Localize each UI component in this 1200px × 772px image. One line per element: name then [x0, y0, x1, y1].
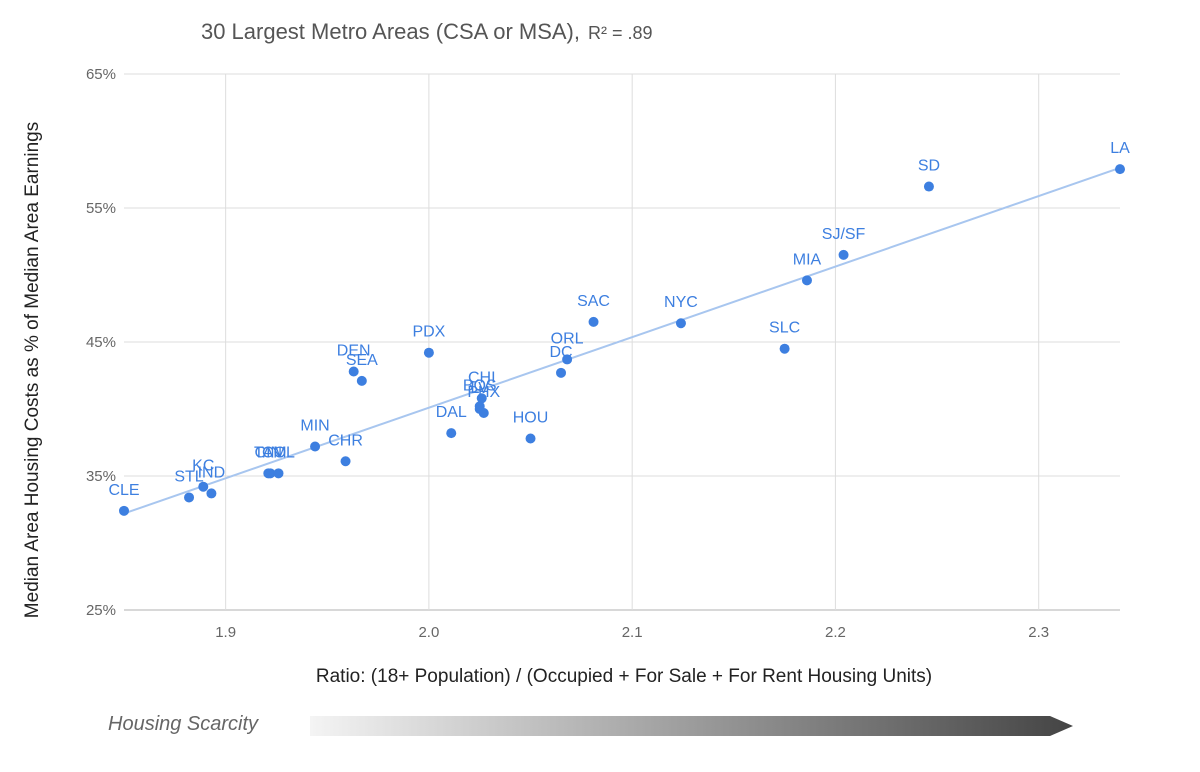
- point-label-chr: CHR: [328, 432, 363, 449]
- point-label-orl: ORL: [551, 330, 584, 347]
- x-tick-label: 2.3: [1028, 624, 1049, 641]
- point-label-hou: HOU: [513, 409, 549, 426]
- x-tick-label: 1.9: [215, 624, 236, 641]
- chart-title-stat: R² = .89: [588, 23, 653, 43]
- point-label-dal: DAL: [436, 404, 467, 421]
- point-label-phx: PHX: [467, 384, 500, 401]
- point-dc: [556, 367, 567, 378]
- y-tick-label: 65%: [86, 66, 116, 83]
- point-den: [348, 366, 359, 377]
- point-nyc: [675, 318, 686, 329]
- point-label-den: DEN: [337, 342, 371, 359]
- point-label-ind: IND: [198, 464, 226, 481]
- grid: [124, 73, 1120, 611]
- point-label-col: COL: [262, 444, 295, 461]
- point-label-la: LA: [1110, 140, 1130, 157]
- point-mia: [801, 275, 812, 286]
- chart-title: 30 Largest Metro Areas (CSA or MSA),: [201, 19, 580, 44]
- point-label-min: MIN: [300, 418, 329, 435]
- point-hou: [525, 433, 536, 444]
- point-bos: [474, 401, 485, 412]
- x-tick-label: 2.0: [418, 624, 439, 641]
- x-tick-label: 2.2: [825, 624, 846, 641]
- point-label-cle: CLE: [108, 482, 139, 499]
- point-label-mia: MIA: [793, 251, 822, 268]
- point-slc: [779, 343, 790, 354]
- x-axis-label: Ratio: (18+ Population) / (Occupied + Fo…: [316, 666, 932, 687]
- point-label-sj-sf: SJ/SF: [822, 226, 866, 243]
- point-label-sac: SAC: [577, 293, 610, 310]
- point-dal: [446, 428, 457, 439]
- point-label-cin: CIN: [255, 444, 283, 461]
- x-tick-label: 2.1: [622, 624, 643, 641]
- point-label-dc: DC: [549, 344, 572, 361]
- point-orl: [562, 354, 573, 365]
- point-label-sea: SEA: [346, 352, 378, 369]
- housing-scarcity-arrow: [310, 716, 1073, 736]
- point-label-pdx: PDX: [412, 324, 445, 341]
- point-label-tam: TAM: [254, 444, 287, 461]
- y-tick-label: 25%: [86, 602, 116, 619]
- point-pdx: [423, 347, 434, 358]
- trendline: [123, 166, 1121, 515]
- point-sea: [356, 375, 367, 386]
- point-cin: [263, 468, 274, 479]
- point-sj-sf: [838, 249, 849, 260]
- point-label-chi: CHI: [468, 369, 496, 386]
- points-group: [119, 164, 1125, 516]
- point-label-nyc: NYC: [664, 294, 698, 311]
- point-col: [273, 468, 284, 479]
- point-cle: [119, 505, 129, 516]
- point-sac: [588, 316, 599, 327]
- point-chr: [340, 456, 351, 467]
- point-label-bos: BOS: [463, 377, 497, 394]
- point-la: [1115, 164, 1125, 175]
- point-label-lv: LV: [471, 380, 490, 397]
- housing-scarcity-label: Housing Scarcity: [108, 713, 259, 735]
- y-tick-label: 35%: [86, 468, 116, 485]
- point-kc: [198, 481, 209, 492]
- point-sd: [923, 181, 934, 192]
- trendline-group: [123, 166, 1121, 515]
- y-tick-label: 45%: [86, 334, 116, 351]
- point-label-kc: KC: [192, 458, 214, 475]
- point-label-stl: STL: [174, 468, 203, 485]
- axis-ticks: 25% 35% 45% 55% 65% 1.9 2.0 2.1 2.2 2.3: [86, 66, 1049, 641]
- y-tick-label: 55%: [86, 200, 116, 217]
- point-label-slc: SLC: [769, 320, 800, 337]
- point-ind: [206, 488, 217, 499]
- point-chi: [476, 393, 487, 404]
- y-axis-label: Median Area Housing Costs as % of Median…: [22, 122, 43, 618]
- point-stl: [184, 492, 195, 503]
- point-min: [310, 441, 321, 452]
- point-label-sd: SD: [918, 158, 940, 175]
